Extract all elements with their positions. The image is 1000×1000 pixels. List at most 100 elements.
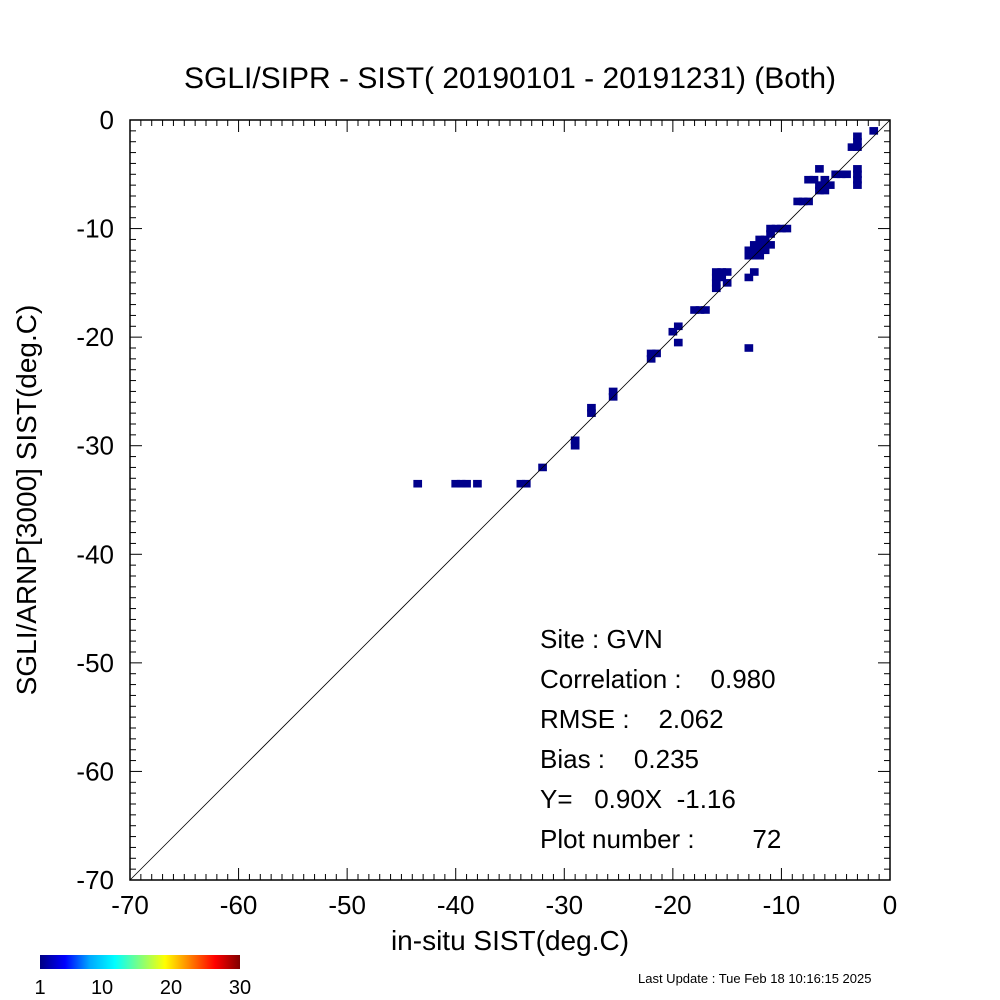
density-cell (701, 306, 710, 314)
plot-frame (129, 119, 891, 881)
y-tick-labels: 0 -10 -20 -30 -40 -50 -60 -70 (76, 105, 114, 895)
y-tick-label: -20 (76, 322, 114, 352)
density-cell (711, 273, 721, 282)
density-cell (869, 127, 879, 135)
density-cell (587, 409, 596, 417)
density-cell (815, 165, 824, 173)
density-cell (847, 143, 857, 151)
colorbar-tick-label: 1 (34, 977, 45, 999)
y-tick-label: -50 (76, 648, 114, 678)
density-cell (771, 224, 781, 233)
density-cell (451, 479, 461, 488)
density-cell (755, 235, 765, 244)
density-cell (711, 268, 721, 276)
density-cell (798, 197, 808, 206)
density-cell (744, 251, 754, 260)
colorbar-tick-label: 10 (91, 977, 113, 999)
x-tick-label: -30 (545, 890, 583, 920)
density-cell (853, 132, 862, 141)
density-cell (690, 306, 699, 314)
x-tick-labels: -70 -60 -50 -40 -30 -20 -10 0 (111, 890, 897, 920)
density-cell (766, 224, 775, 233)
stat-regression: Y= 0.90X -1.16 (540, 784, 736, 814)
density-cell (766, 230, 775, 238)
density-cell (711, 284, 721, 293)
density-cell (815, 181, 824, 189)
density-cell (717, 273, 727, 282)
y-tick-label: -30 (76, 431, 114, 461)
density-cell (570, 441, 580, 450)
density-cell (760, 235, 770, 244)
y-tick-label: -40 (76, 539, 114, 569)
density-cell (749, 241, 759, 249)
density-cell (804, 175, 813, 184)
one-to-one-line (129, 119, 891, 881)
stat-plot-number: Plot number : 72 (540, 824, 781, 854)
density-cell (516, 479, 526, 488)
density-cell (842, 170, 851, 179)
density-cell (608, 387, 618, 396)
density-cells (413, 127, 879, 488)
density-cell (766, 241, 775, 249)
density-cell (853, 165, 862, 173)
x-tick-label: -60 (220, 890, 258, 920)
density-cell (755, 241, 765, 249)
density-cell (836, 170, 846, 179)
density-cell (820, 175, 830, 184)
density-cell (820, 186, 830, 195)
colorbar-tick-label: 20 (160, 977, 182, 999)
y-tick-label: 0 (100, 105, 114, 135)
x-tick-label: -70 (111, 890, 149, 920)
stat-rmse: RMSE : 2.062 (540, 704, 724, 734)
stat-correlation: Correlation : 0.980 (540, 664, 776, 694)
density-cell (744, 246, 754, 255)
density-cell (853, 175, 862, 184)
x-tick-label: -50 (328, 890, 366, 920)
stat-bias: Bias : 0.235 (540, 744, 699, 774)
density-cell (793, 197, 803, 206)
density-cell (673, 322, 683, 331)
density-cell (456, 479, 466, 488)
density-cell (853, 170, 862, 179)
y-axis-label: SGLI/ARNP[3000] SIST(deg.C) (11, 305, 42, 696)
last-update-text: Last Update : Tue Feb 18 10:16:15 2025 (638, 971, 871, 986)
y-tick-label: -60 (76, 756, 114, 786)
density-cell (782, 224, 792, 233)
density-cell (749, 268, 759, 276)
density-cell (711, 279, 721, 287)
colorbar (40, 955, 240, 969)
density-cell (668, 327, 678, 336)
density-cell (462, 479, 471, 488)
colorbar-labels: 1 10 20 30 (34, 977, 251, 999)
x-tick-label: -20 (654, 890, 692, 920)
density-cell (853, 143, 862, 151)
y-tick-label: -10 (76, 214, 114, 244)
density-cell (722, 268, 732, 276)
stats-box: Site : GVN Correlation : 0.980 RMSE : 2.… (540, 624, 781, 854)
density-cell (413, 479, 423, 488)
chart-title: SGLI/SIPR - SIST( 20190101 - 20191231) (… (184, 62, 836, 95)
colorbar-tick-label: 30 (229, 977, 251, 999)
x-tick-label: -10 (763, 890, 801, 920)
x-tick-label: 0 (883, 890, 897, 920)
density-cell (646, 349, 656, 358)
density-cell (760, 246, 770, 255)
density-cell (825, 181, 835, 189)
density-cell (744, 344, 754, 352)
density-cell (673, 338, 683, 347)
x-axis-label: in-situ SIST(deg.C) (391, 925, 629, 956)
density-cell (473, 479, 482, 488)
density-cell (853, 137, 862, 146)
density-cell (717, 268, 727, 276)
density-cell (587, 403, 596, 412)
density-cell (570, 436, 580, 445)
density-cell (749, 246, 759, 255)
density-cell (853, 181, 862, 189)
x-tick-label: -40 (437, 890, 475, 920)
stat-site: Site : GVN (540, 624, 663, 654)
density-cell (744, 273, 754, 282)
density-cell (809, 175, 819, 184)
y-tick-label: -70 (76, 865, 114, 895)
density-cell (755, 251, 765, 260)
